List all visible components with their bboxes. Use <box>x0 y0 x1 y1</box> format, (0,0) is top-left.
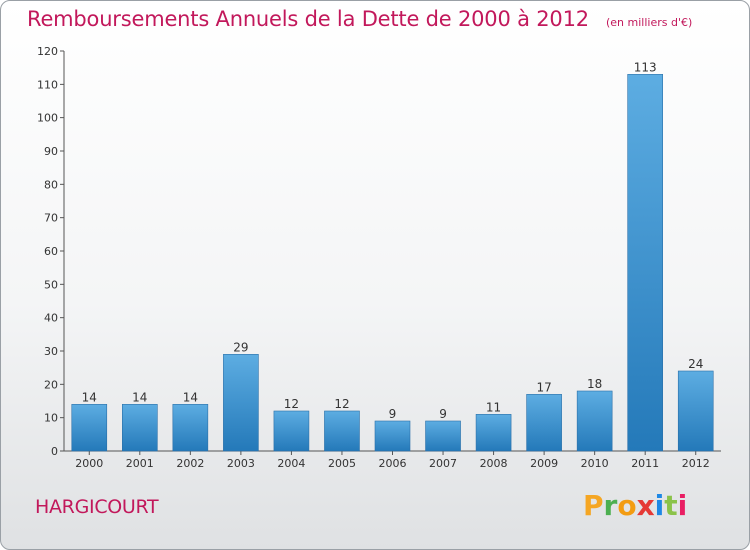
y-tick-label: 120 <box>37 45 58 58</box>
bar <box>223 354 259 452</box>
bar-value-label: 29 <box>233 340 248 354</box>
y-tick-label: 90 <box>44 145 58 158</box>
y-tick-label: 20 <box>44 378 58 391</box>
bar <box>324 410 360 452</box>
axes: 0 10 20 30 40 50 60 70 80 90 100 110 120 2000 2001 2002… <box>37 45 721 470</box>
logo-letter: r <box>603 489 618 522</box>
bar <box>627 74 663 452</box>
bar <box>71 404 108 452</box>
x-tick-label: 2008 <box>480 457 508 470</box>
bar-value-label: 24 <box>688 357 703 371</box>
y-tick-label: 30 <box>44 345 58 358</box>
x-tick-label: 2012 <box>682 457 710 470</box>
bar <box>576 390 613 452</box>
bar-value-label: 14 <box>82 390 97 404</box>
bar <box>677 370 714 452</box>
data-labels: 14 14 14 29 12 12 9 9 11 17 18 113 24 <box>82 60 704 421</box>
bar-value-label: 14 <box>183 390 198 404</box>
y-tick-label: 50 <box>44 278 58 291</box>
bar <box>425 420 461 452</box>
x-tick-label: 2002 <box>176 457 204 470</box>
y-tick-label: 0 <box>51 445 58 458</box>
logo-letter: x <box>636 489 655 522</box>
bar-value-label: 113 <box>634 60 657 74</box>
bar-value-label: 9 <box>439 407 447 421</box>
y-tick-label: 70 <box>44 212 58 225</box>
x-tick-label: 2010 <box>581 457 609 470</box>
x-tick-label: 2011 <box>631 457 659 470</box>
x-tick-label: 2004 <box>277 457 305 470</box>
bar <box>475 414 512 452</box>
bar <box>172 404 209 452</box>
x-tick-label: 2003 <box>227 457 255 470</box>
bar-value-label: 9 <box>389 407 397 421</box>
proxiti-logo: Proxiti <box>583 489 687 522</box>
bar <box>122 404 158 452</box>
commune-name: HARGICOURT <box>35 496 159 518</box>
bar-value-label: 17 <box>536 380 551 394</box>
bar-value-label: 18 <box>587 377 602 391</box>
bar-value-label: 11 <box>486 400 501 414</box>
logo-letter: i <box>654 489 665 522</box>
bar-value-label: 12 <box>334 397 349 411</box>
logo-letter: t <box>664 489 678 522</box>
bar-value-label: 14 <box>132 390 147 404</box>
y-tick-label: 10 <box>44 412 58 425</box>
chart-header: Remboursements Annuels de la Dette de 20… <box>27 7 692 31</box>
y-tick-label: 110 <box>37 78 58 91</box>
x-tick-label: 2005 <box>328 457 356 470</box>
x-tick-label: 2006 <box>379 457 407 470</box>
logo-letter: o <box>617 489 637 522</box>
bars <box>71 74 714 452</box>
logo-letter: i <box>677 489 688 522</box>
x-tick-label: 2000 <box>75 457 103 470</box>
bar-value-label: 12 <box>284 397 299 411</box>
y-tick-label: 60 <box>44 245 58 258</box>
x-tick-label: 2007 <box>429 457 457 470</box>
x-tick-label: 2009 <box>530 457 558 470</box>
bar <box>526 394 562 452</box>
y-tick-label: 40 <box>44 312 58 325</box>
chart-title: Remboursements Annuels de la Dette de 20… <box>27 7 589 31</box>
logo-letter: P <box>583 489 604 522</box>
x-tick-label: 2001 <box>126 457 154 470</box>
bar <box>374 420 411 452</box>
chart-subtitle: (en milliers d'€) <box>606 16 693 29</box>
y-tick-label: 100 <box>37 112 58 125</box>
y-tick-label: 80 <box>44 178 58 191</box>
bar <box>273 410 310 452</box>
